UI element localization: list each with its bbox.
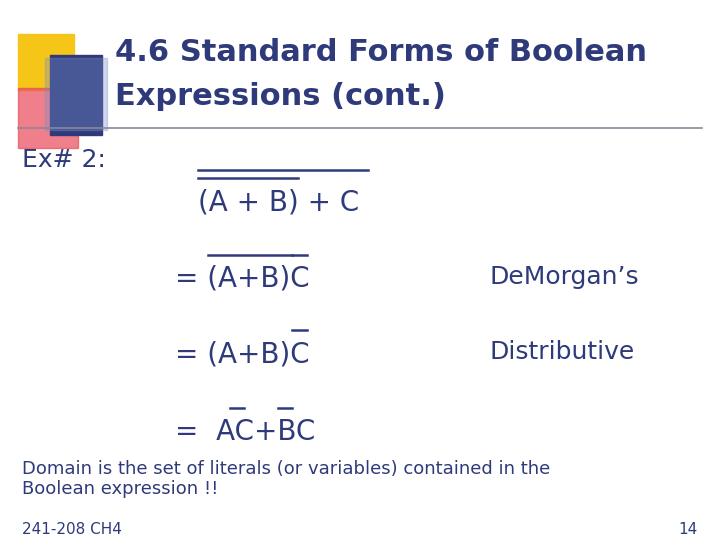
Text: =  AC+BC: = AC+BC [175, 418, 315, 446]
Text: = (A+B)C: = (A+B)C [175, 265, 310, 293]
Text: (A + B) + C: (A + B) + C [198, 188, 359, 216]
Text: Domain is the set of literals (or variables) contained in the: Domain is the set of literals (or variab… [22, 460, 550, 478]
Text: Distributive: Distributive [490, 340, 635, 364]
Text: 4.6 Standard Forms of Boolean: 4.6 Standard Forms of Boolean [115, 38, 647, 67]
Text: Expressions (cont.): Expressions (cont.) [115, 82, 446, 111]
Bar [18, 88, 78, 148]
Text: DeMorgan’s: DeMorgan’s [490, 265, 639, 289]
Bar [18, 34, 74, 90]
Bar [45, 58, 107, 130]
Text: 14: 14 [679, 522, 698, 537]
Text: Ex# 2:: Ex# 2: [22, 148, 106, 172]
Text: Boolean expression !!: Boolean expression !! [22, 480, 218, 498]
Bar [50, 55, 102, 135]
Text: 241-208 CH4: 241-208 CH4 [22, 522, 122, 537]
Text: = (A+B)C: = (A+B)C [175, 340, 310, 368]
